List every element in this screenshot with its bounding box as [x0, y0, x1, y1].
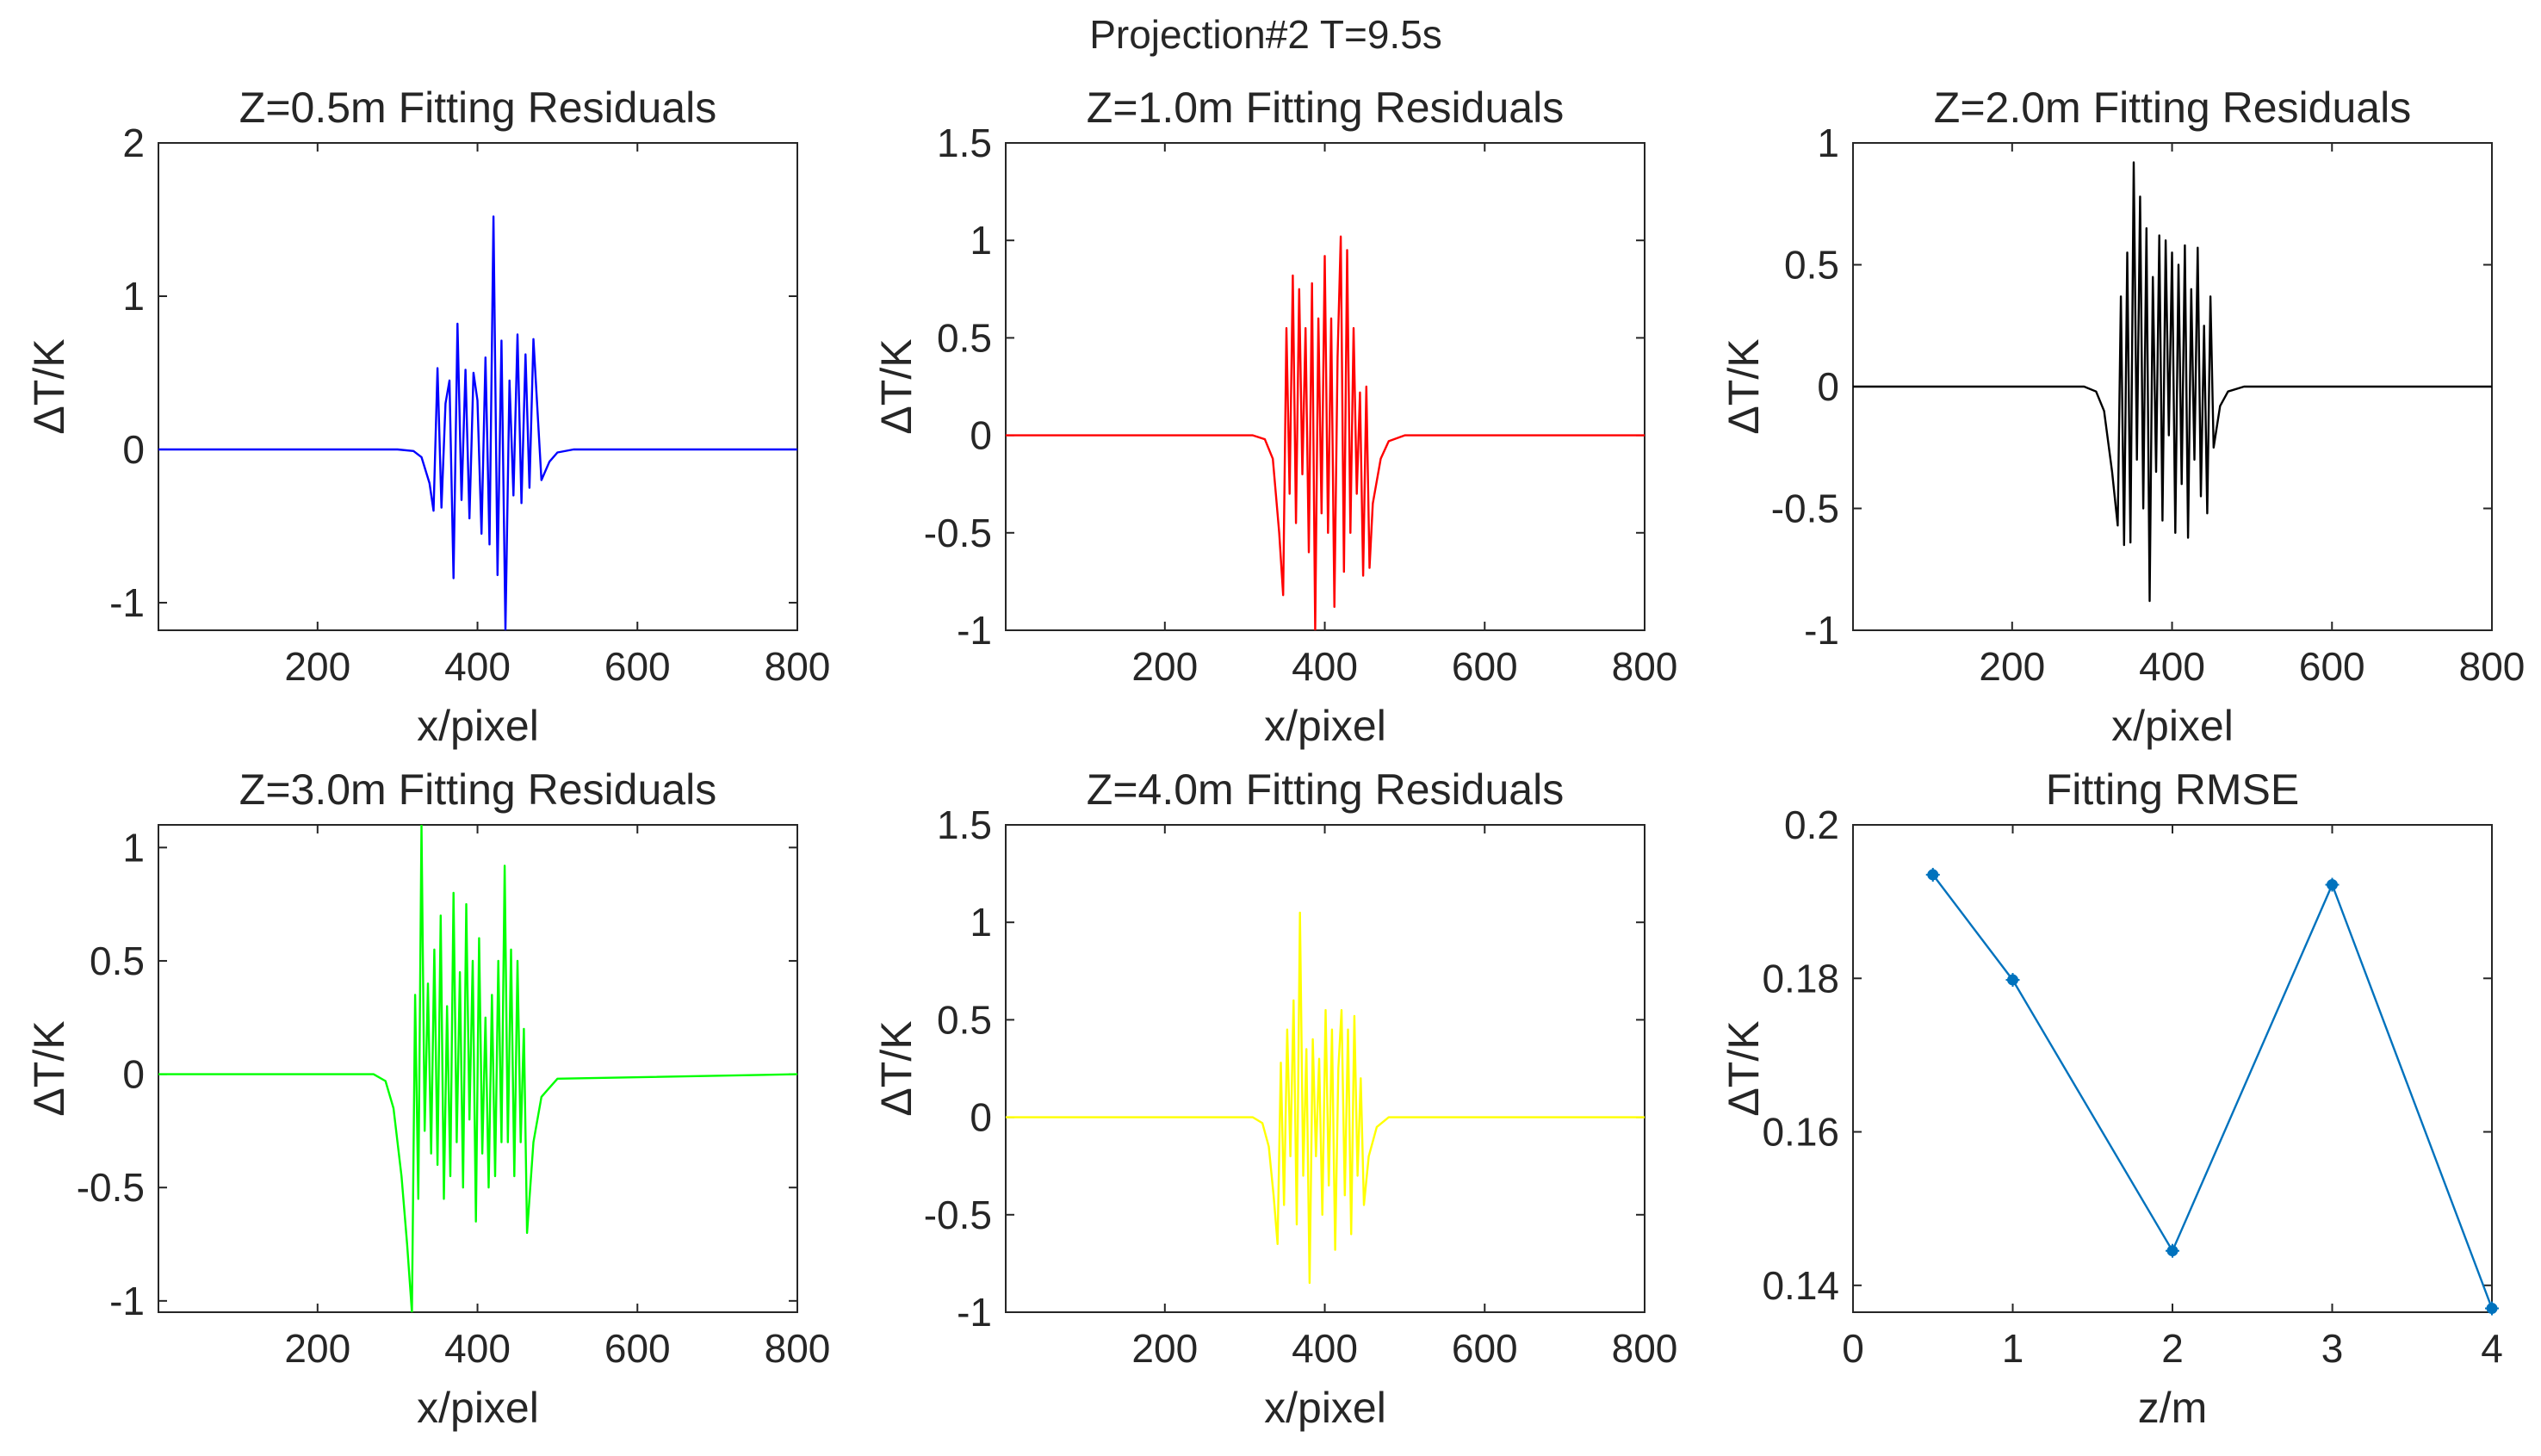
y-tick-label: -0.5: [924, 511, 992, 555]
series-line-residual: [1853, 161, 2492, 603]
y-tick-label: 1: [970, 900, 992, 945]
y-axis-label: ΔT/K: [872, 1020, 920, 1116]
y-tick-label: 0.5: [937, 997, 992, 1042]
series-line-residual: [1006, 911, 1645, 1285]
data-point-marker: [2005, 973, 2020, 988]
y-tick-label: 0: [970, 1095, 992, 1140]
chart-title: Fitting RMSE: [2046, 765, 2300, 814]
series-line-residual: [158, 215, 797, 630]
data-point-marker: [2166, 1243, 2179, 1258]
x-tick-label: 600: [1452, 1326, 1518, 1371]
y-tick-label: -1: [1804, 608, 1839, 653]
x-tick-label: 200: [1979, 644, 2045, 689]
x-tick-label: 800: [765, 644, 831, 689]
y-tick-label: -0.5: [1771, 486, 1839, 531]
x-tick-label: 800: [2459, 644, 2526, 689]
y-tick-label: -1: [957, 1290, 992, 1335]
x-tick-label: 2: [2161, 1326, 2184, 1371]
data-point-marker: [2325, 877, 2340, 892]
x-tick-label: 400: [444, 644, 511, 689]
x-tick-label: 800: [1612, 1326, 1678, 1371]
chart-title: Z=2.0m Fitting Residuals: [1934, 84, 2411, 132]
y-tick-label: -1: [957, 608, 992, 653]
x-tick-label: 400: [1292, 644, 1358, 689]
x-tick-label: 0: [1842, 1326, 1864, 1371]
x-tick-label: 200: [284, 644, 350, 689]
x-axis-label: z/m: [2138, 1384, 2208, 1432]
data-point-marker: [1925, 867, 1940, 882]
x-tick-label: 600: [604, 644, 671, 689]
y-tick-label: -1: [109, 1279, 145, 1323]
chart-title: Z=3.0m Fitting Residuals: [239, 765, 716, 814]
x-tick-label: 600: [2299, 644, 2365, 689]
data-point-marker: [2485, 1301, 2499, 1316]
x-tick-label: 200: [1131, 644, 1198, 689]
series-line-residual: [1006, 235, 1645, 630]
chart-panel-1: 200 400 600 800 -1 0 1 2 Z=0.5m Fitting Residual…: [25, 84, 830, 750]
x-tick-label: 400: [2139, 644, 2205, 689]
y-tick-label: -0.5: [924, 1193, 992, 1237]
x-tick-label: 800: [1612, 644, 1678, 689]
y-tick-label: 0.5: [937, 315, 992, 360]
y-tick-label: -0.5: [77, 1165, 145, 1210]
x-axis-label: x/pixel: [417, 702, 539, 750]
y-tick-label: 2: [122, 121, 145, 165]
y-tick-label: 0: [1817, 364, 1839, 409]
y-tick-label: 0.2: [1784, 802, 1839, 847]
y-tick-label: 0.18: [1762, 956, 1839, 1001]
x-axis-label: x/pixel: [1264, 1384, 1386, 1432]
chart-panel-6: 0 1 2 3 4 0.14 0.16 0.18 0.2 Fitting RMSE z/m ΔT/K: [1720, 765, 2503, 1432]
chart-panel-2: 200 400 600 800 -1 -0.5 0 0.5 1 1.5 Z=1.0m Fitting…: [872, 84, 1677, 750]
x-axis-label: x/pixel: [1264, 702, 1386, 750]
y-axis-label: ΔT/K: [1720, 338, 1768, 434]
figure-title: Projection#2 T=9.5s: [1089, 12, 1442, 57]
x-tick-label: 4: [2481, 1326, 2503, 1371]
x-tick-label: 200: [284, 1326, 350, 1371]
y-tick-label: 1.5: [937, 121, 992, 165]
x-tick-label: 600: [1452, 644, 1518, 689]
chart-panel-3: 200 400 600 800 -1 -0.5 0 0.5 1 Z=2.0m Fitting Re…: [1720, 84, 2525, 750]
chart-title: Z=1.0m Fitting Residuals: [1087, 84, 1564, 132]
y-tick-label: 0.14: [1762, 1263, 1839, 1308]
y-tick-label: 0.5: [90, 939, 145, 983]
y-tick-label: 0.5: [1784, 243, 1839, 288]
series-line-residual: [158, 825, 797, 1312]
y-axis-label: ΔT/K: [25, 338, 73, 434]
y-axis-label: ΔT/K: [872, 338, 920, 434]
y-tick-label: 1: [122, 274, 145, 319]
y-axis-label: ΔT/K: [1720, 1020, 1768, 1116]
chart-panel-4: 200 400 600 800 -1 -0.5 0 0.5 1 Z=3.0m Fitting Re…: [25, 765, 830, 1432]
y-tick-label: 0: [122, 427, 145, 472]
x-tick-label: 200: [1131, 1326, 1198, 1371]
y-tick-label: -1: [109, 580, 145, 625]
y-tick-label: 1: [970, 218, 992, 263]
y-tick-label: 0: [122, 1052, 145, 1097]
chart-panel-5: 200 400 600 800 -1 -0.5 0 0.5 1 1.5 Z=4.0m Fitting…: [872, 765, 1677, 1432]
x-axis-label: x/pixel: [2111, 702, 2234, 750]
y-tick-label: 1.5: [937, 802, 992, 847]
x-tick-label: 1: [2002, 1326, 2024, 1371]
x-tick-label: 400: [444, 1326, 511, 1371]
y-tick-label: 1: [1817, 121, 1839, 165]
x-tick-label: 600: [604, 1326, 671, 1371]
y-tick-label: 0: [970, 413, 992, 458]
y-axis-label: ΔT/K: [25, 1020, 73, 1116]
x-tick-label: 3: [2321, 1326, 2344, 1371]
y-tick-label: 1: [122, 825, 145, 870]
x-tick-label: 400: [1292, 1326, 1358, 1371]
chart-title: Z=4.0m Fitting Residuals: [1087, 765, 1564, 814]
x-tick-label: 800: [765, 1326, 831, 1371]
chart-title: Z=0.5m Fitting Residuals: [239, 84, 716, 132]
y-tick-label: 0.16: [1762, 1110, 1839, 1155]
x-axis-label: x/pixel: [417, 1384, 539, 1432]
